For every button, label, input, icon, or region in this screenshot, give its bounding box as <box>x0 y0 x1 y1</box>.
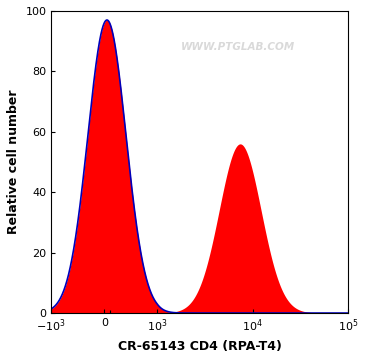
Y-axis label: Relative cell number: Relative cell number <box>7 90 20 234</box>
X-axis label: CR-65143 CD4 (RPA-T4): CR-65143 CD4 (RPA-T4) <box>118 340 281 353</box>
Text: WWW.PTGLAB.COM: WWW.PTGLAB.COM <box>181 42 295 52</box>
